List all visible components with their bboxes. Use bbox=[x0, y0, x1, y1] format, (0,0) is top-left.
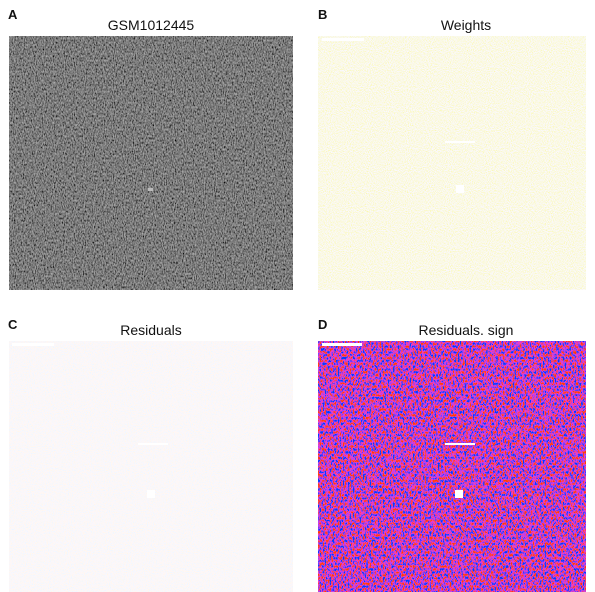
panel-letter: A bbox=[8, 7, 18, 22]
panel-letter: D bbox=[318, 317, 327, 332]
array-image bbox=[8, 340, 294, 592]
image-spot bbox=[148, 188, 153, 191]
panel-letter: B bbox=[318, 7, 327, 22]
image-mark bbox=[138, 443, 168, 445]
image-mark bbox=[12, 343, 54, 346]
panel-title: Weights bbox=[441, 17, 491, 33]
panel-letter: C bbox=[8, 317, 18, 332]
image-mark bbox=[445, 141, 475, 143]
image-mark bbox=[456, 185, 464, 193]
image-mark bbox=[322, 343, 362, 346]
panel-title: GSM1012445 bbox=[108, 17, 195, 33]
panel-title: Residuals bbox=[120, 322, 181, 338]
panel-title: Residuals. sign bbox=[419, 322, 514, 338]
image-mark bbox=[455, 490, 463, 498]
array-image bbox=[317, 340, 587, 592]
array-image bbox=[317, 35, 587, 291]
image-mark bbox=[445, 443, 475, 445]
array-image bbox=[8, 35, 294, 291]
image-mark bbox=[147, 490, 155, 498]
image-mark bbox=[322, 38, 364, 41]
